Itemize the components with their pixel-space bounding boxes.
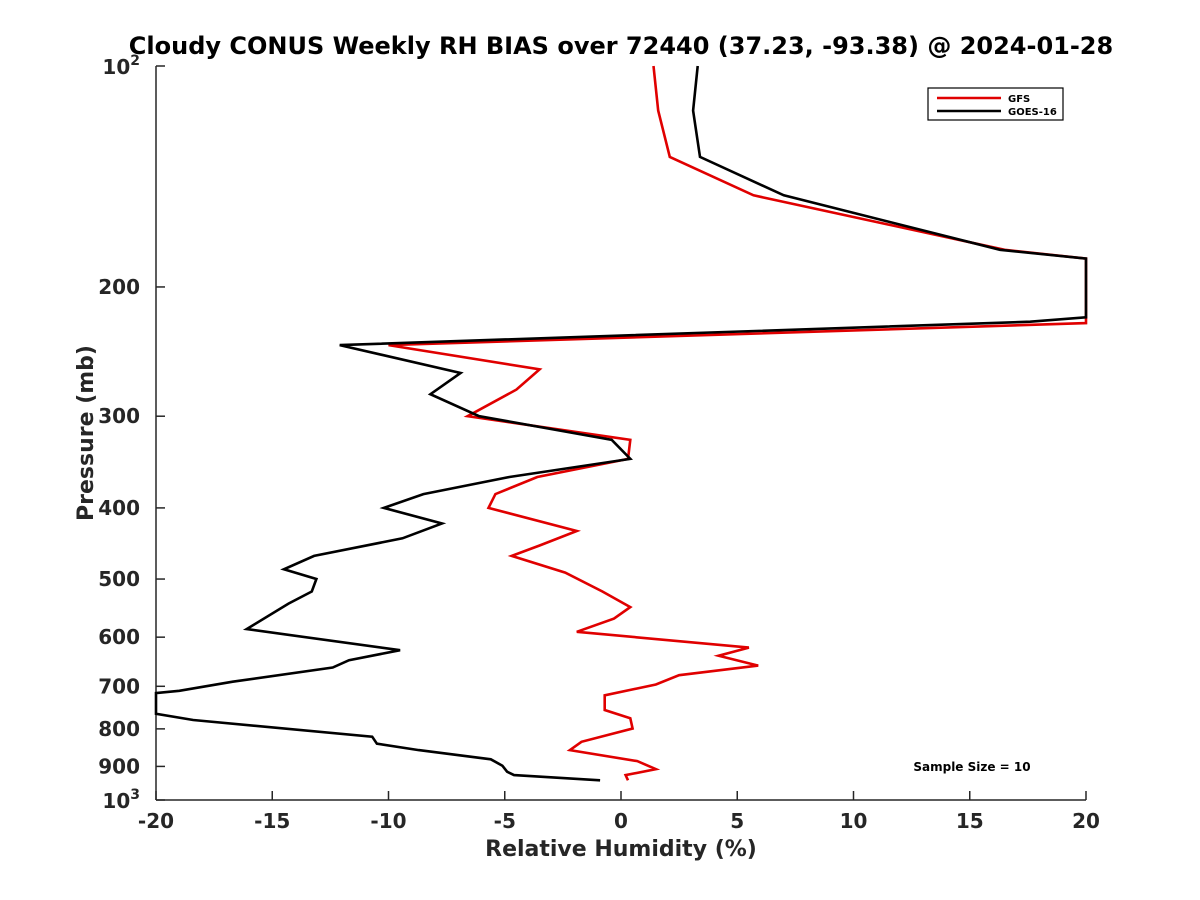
x-tick-label: 20 [1072, 809, 1100, 833]
plot-area [154, 65, 1088, 801]
y-axis-label: Pressure (mb) [74, 345, 99, 521]
series-line-goes-16 [154, 65, 1088, 782]
x-tick-label: -15 [254, 809, 290, 833]
y-tick-label: 900 [98, 754, 140, 778]
y-tick-label: 200 [98, 275, 140, 299]
y-tick-label: 700 [98, 674, 140, 698]
y-tick-label: 300 [98, 404, 140, 428]
x-tick-label: 15 [956, 809, 984, 833]
x-axis-label: Relative Humidity (%) [485, 837, 757, 862]
y-tick-label-exponent: 2 [130, 53, 140, 69]
legend-label: GFS [1008, 94, 1030, 105]
sample-size-annotation: Sample Size = 10 [913, 760, 1030, 774]
y-tick-label-base: 10 [102, 789, 130, 813]
legend-label: GOES-16 [1008, 107, 1057, 118]
legend-box [927, 87, 1064, 121]
x-axis-ticks: -20 -15 -10 -5 0 5 10 15 20 [138, 791, 1100, 833]
series-line-gfs [388, 65, 1088, 781]
y-tick-label: 800 [98, 717, 140, 741]
chart-title: Cloudy CONUS Weekly RH BIAS over 72440 (… [129, 32, 1113, 60]
y-tick-label-exponent: 3 [130, 787, 140, 803]
legend: GFS GOES-16 [927, 87, 1064, 121]
plot-frame [156, 66, 1086, 800]
y-tick-label: 500 [98, 567, 140, 591]
y-tick-label: 103 [102, 787, 140, 813]
y-tick-label: 600 [98, 625, 140, 649]
x-tick-label: -5 [494, 809, 516, 833]
series-layer [154, 65, 1088, 782]
x-tick-label: 0 [614, 809, 628, 833]
x-tick-label: -20 [138, 809, 174, 833]
x-tick-label: -10 [370, 809, 406, 833]
x-tick-label: 10 [840, 809, 868, 833]
y-tick-label: 102 [102, 53, 140, 79]
x-tick-label: 5 [730, 809, 744, 833]
y-tick-label: 400 [98, 496, 140, 520]
y-tick-label-base: 10 [102, 55, 130, 79]
